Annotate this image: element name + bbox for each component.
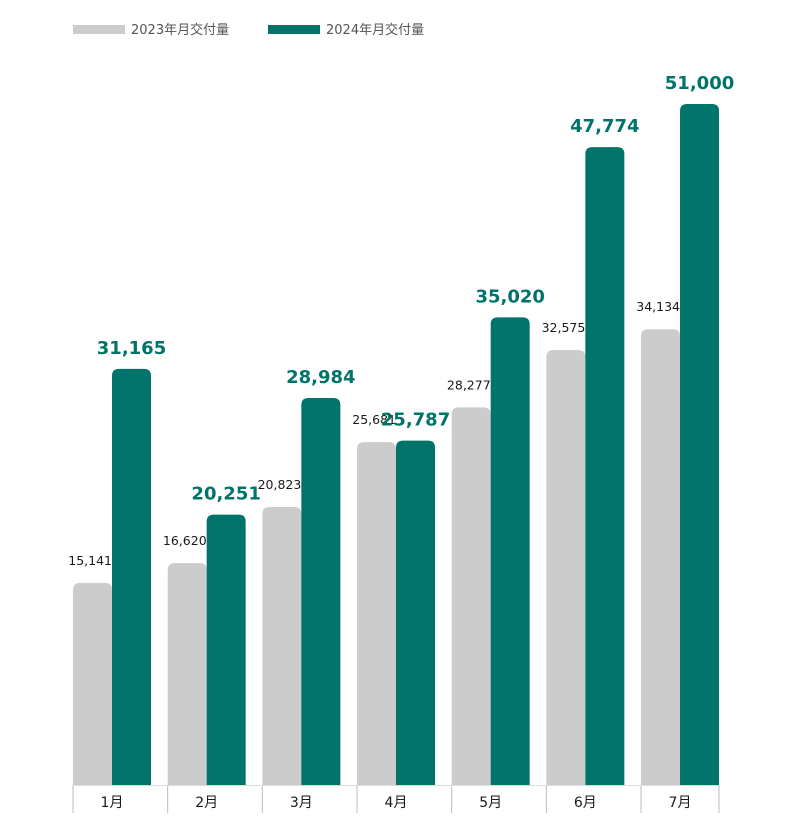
- bar-2023-3: [262, 506, 302, 785]
- bar-2024-4: [396, 440, 436, 785]
- category-label-4: 4月: [385, 795, 408, 811]
- value-label-2023-4: 25,681: [352, 412, 396, 427]
- value-label-2023-7: 34,134: [636, 299, 680, 314]
- bar-2023-6: [546, 350, 586, 785]
- legend: 2023年月交付量 2024年月交付量: [73, 22, 424, 38]
- bar-2024-6: [585, 147, 625, 785]
- value-label-2023-6: 32,575: [542, 320, 586, 335]
- bar-2023-2: [167, 563, 207, 785]
- category-label-2: 2月: [195, 795, 218, 811]
- category-label-6: 6月: [574, 795, 597, 811]
- legend-swatch-2023: [73, 25, 125, 34]
- value-label-2023-3: 20,823: [258, 477, 302, 492]
- value-label-2024-1: 31,165: [97, 338, 166, 359]
- legend-label-2024: 2024年月交付量: [326, 22, 424, 38]
- value-label-2024-7: 51,000: [665, 73, 734, 94]
- category-label-7: 7月: [669, 795, 692, 811]
- value-label-2024-4: 25,787: [381, 410, 450, 431]
- value-label-2023-2: 16,620: [163, 533, 207, 548]
- bar-2023-5: [451, 407, 491, 785]
- bar-2024-2: [206, 514, 246, 785]
- bar-2023-7: [641, 329, 681, 785]
- legend-label-2023: 2023年月交付量: [131, 22, 229, 38]
- x-axis: 1月 2月 3月 4月 5月 6月 7月: [72, 785, 720, 813]
- bars-group: [73, 104, 720, 785]
- bar-2024-3: [301, 397, 341, 785]
- bar-2024-5: [490, 317, 530, 785]
- value-label-2024-5: 35,020: [475, 286, 544, 307]
- category-label-1: 1月: [101, 795, 124, 811]
- value-label-2023-5: 28,277: [447, 377, 491, 392]
- value-label-2024-2: 20,251: [191, 484, 260, 505]
- value-label-2024-6: 47,774: [570, 116, 639, 137]
- value-label-2024-3: 28,984: [286, 367, 355, 388]
- value-label-2023-1: 15,141: [68, 553, 112, 568]
- bar-2023-4: [357, 442, 397, 785]
- legend-swatch-2024: [268, 25, 320, 34]
- category-label-3: 3月: [290, 795, 313, 811]
- bar-2024-7: [680, 104, 720, 785]
- category-label-5: 5月: [479, 795, 502, 811]
- bar-2023-1: [73, 582, 112, 785]
- bar-2024-1: [112, 368, 151, 785]
